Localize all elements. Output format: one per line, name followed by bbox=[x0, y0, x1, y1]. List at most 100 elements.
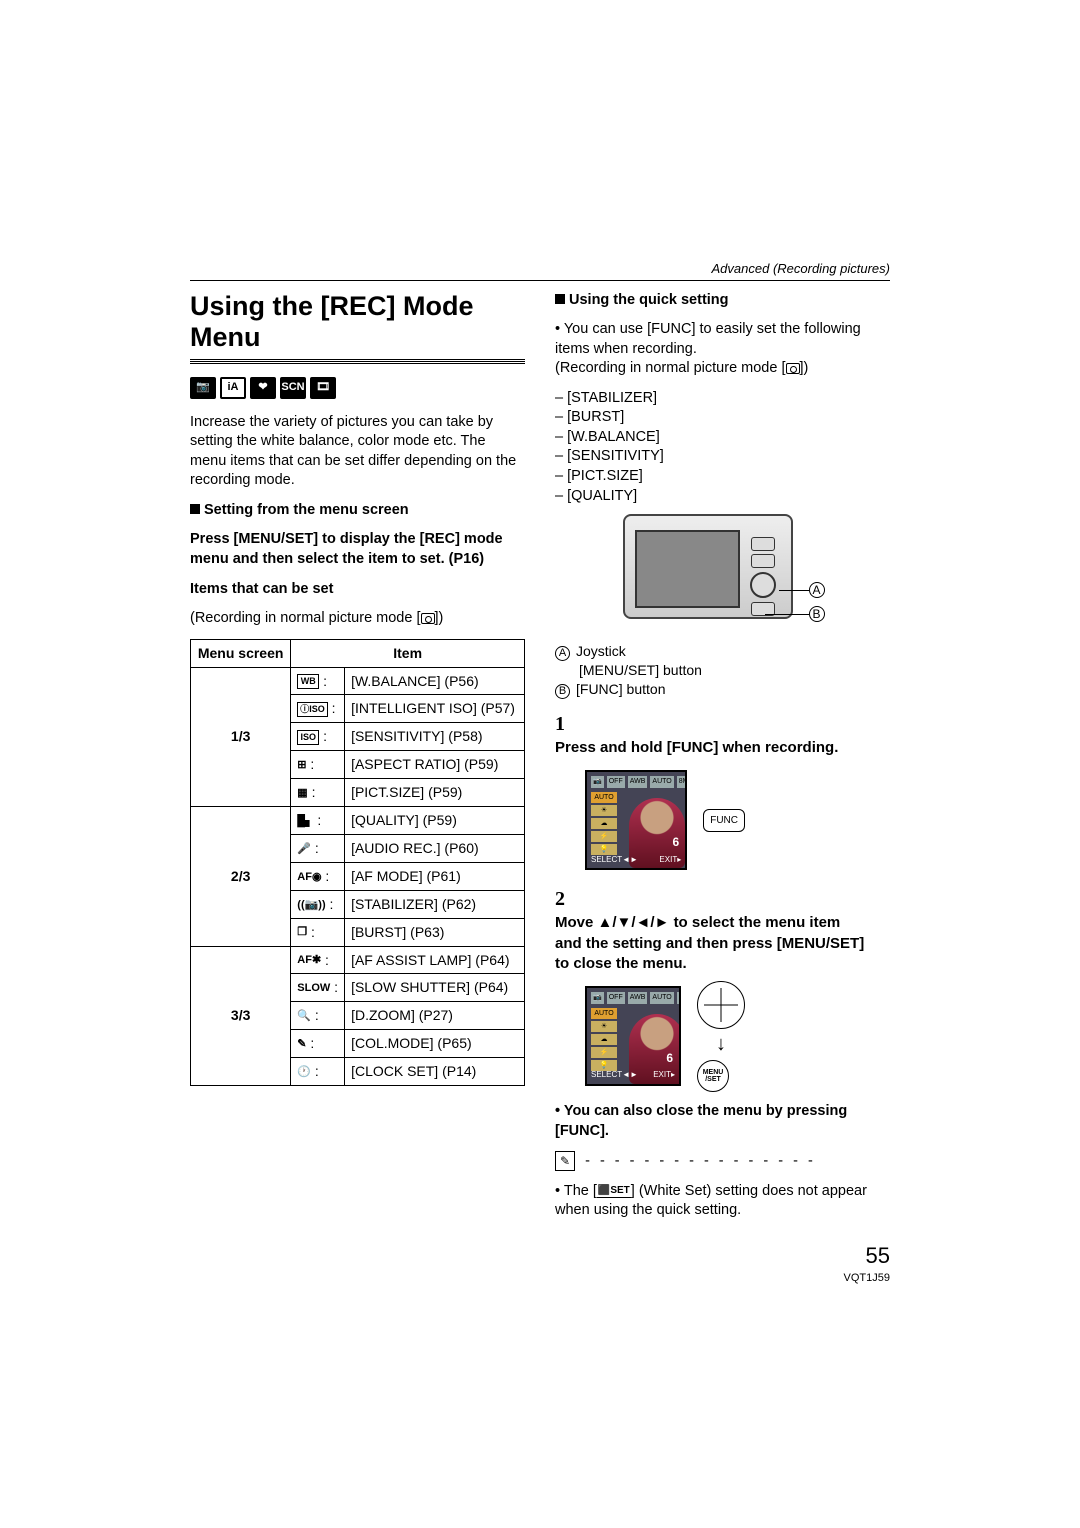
lcd-exit: EXIT▸ bbox=[659, 855, 681, 866]
table-row: 3/3AF✱ :[AF ASSIST LAMP] (P64) bbox=[191, 946, 525, 974]
lcd-top-badge: AUTO bbox=[650, 776, 673, 788]
lcd-count: 6 bbox=[673, 834, 680, 850]
left-column: Using the [REC] Mode Menu 📷 iA ❤ SCN 🎞 I… bbox=[190, 291, 525, 1286]
camera-icon bbox=[421, 613, 435, 624]
tip-divider: ✎ - - - - - - - - - - - - - - - - bbox=[555, 1151, 890, 1172]
list-item: [PICT.SIZE] bbox=[555, 467, 890, 487]
item-icon-cell: ⊞ : bbox=[291, 751, 345, 779]
item-icon-cell: AF◉ : bbox=[291, 862, 345, 890]
item-label-cell: [SLOW SHUTTER] (P64) bbox=[345, 974, 525, 1002]
lcd-screen: 📷OFFAWBAUTO8M▦ AUTO☀☁⚡💡 6 SELECT◄►EXIT▸ bbox=[585, 986, 681, 1086]
setting-instruction: Press [MENU/SET] to display the [REC] mo… bbox=[190, 530, 525, 569]
callout-b: B bbox=[809, 606, 825, 622]
arrow-down-icon: ↓ bbox=[697, 1031, 745, 1058]
joystick-icon bbox=[697, 981, 745, 1029]
step-number: 1 bbox=[555, 711, 573, 738]
item-icon-cell: ISO : bbox=[291, 723, 345, 751]
menu-screen-cell: 2/3 bbox=[191, 807, 291, 946]
title-underline bbox=[190, 359, 525, 365]
menu-screen-cell: 1/3 bbox=[191, 667, 291, 806]
item-label-cell: [COL.MODE] (P65) bbox=[345, 1030, 525, 1058]
setting-subhead: Setting from the menu screen bbox=[190, 501, 525, 521]
item-label-cell: [PICT.SIZE] (P59) bbox=[345, 779, 525, 807]
item-icon-cell: AF✱ : bbox=[291, 946, 345, 974]
quick-subhead: Using the quick setting bbox=[555, 291, 890, 311]
dashed-line: - - - - - - - - - - - - - - - - bbox=[585, 1152, 816, 1172]
lcd-top-badge: 📷 bbox=[591, 992, 604, 1004]
camera-buttons bbox=[743, 534, 783, 608]
tip-text: • The [⬛SET] (White Set) setting does no… bbox=[555, 1182, 890, 1221]
lcd-figure-2: 📷OFFAWBAUTO8M▦ AUTO☀☁⚡💡 6 SELECT◄►EXIT▸ … bbox=[585, 984, 745, 1088]
item-label-cell: [CLOCK SET] (P14) bbox=[345, 1058, 525, 1086]
menu-set-icon: MENU /SET bbox=[697, 1060, 729, 1092]
camera-icon bbox=[786, 363, 800, 374]
list-item: [BURST] bbox=[555, 408, 890, 428]
lcd-top-badge: 8M bbox=[677, 776, 687, 788]
lcd-figure-1: 📷OFFAWBAUTO8M▦ AUTO☀☁⚡💡 6 SELECT◄►EXIT▸ … bbox=[585, 768, 745, 872]
mode-icons-row: 📷 iA ❤ SCN 🎞 bbox=[190, 377, 525, 399]
item-label-cell: [QUALITY] (P59) bbox=[345, 807, 525, 835]
item-icon-cell: 🕐 : bbox=[291, 1058, 345, 1086]
item-icon-cell: ((📷)) : bbox=[291, 890, 345, 918]
section-header: Advanced (Recording pictures) bbox=[190, 260, 890, 281]
item-icon-cell: ⓘISO : bbox=[291, 695, 345, 723]
quick-intro: • You can use [FUNC] to easily set the f… bbox=[555, 320, 890, 379]
lcd-count: 6 bbox=[666, 1050, 673, 1066]
lcd-top-badge: 📷 bbox=[591, 776, 604, 788]
lcd-top-badge: 8M bbox=[677, 992, 681, 1004]
step-text: Press and hold [FUNC] when recording. bbox=[555, 738, 868, 758]
page-footer: 55 VQT1J59 bbox=[555, 1241, 890, 1286]
step-1: 1 Press and hold [FUNC] when recording. bbox=[555, 711, 890, 758]
item-icon-cell: 🎤 : bbox=[291, 834, 345, 862]
table-header: Menu screen bbox=[191, 639, 291, 667]
camera-body bbox=[623, 514, 793, 619]
menu-screen-cell: 3/3 bbox=[191, 946, 291, 1085]
item-label-cell: [D.ZOOM] (P27) bbox=[345, 1002, 525, 1030]
lcd-select: SELECT◄► bbox=[591, 1070, 638, 1081]
item-icon-cell: ❐ : bbox=[291, 918, 345, 946]
camera-figure: A B bbox=[623, 514, 823, 634]
quick-items-list: [STABILIZER][BURST][W.BALANCE][SENSITIVI… bbox=[555, 389, 890, 506]
lcd-screen: 📷OFFAWBAUTO8M▦ AUTO☀☁⚡💡 6 SELECT◄►EXIT▸ bbox=[585, 770, 687, 870]
func-button-icon: FUNC bbox=[703, 809, 745, 833]
lcd-top-badge: OFF bbox=[607, 992, 625, 1004]
step-number: 2 bbox=[555, 886, 573, 913]
item-label-cell: [AF ASSIST LAMP] (P64) bbox=[345, 946, 525, 974]
item-label-cell: [INTELLIGENT ISO] (P57) bbox=[345, 695, 525, 723]
item-icon-cell: ▦ : bbox=[291, 779, 345, 807]
lcd-side-item: ☁ bbox=[591, 818, 617, 829]
joystick-icon bbox=[750, 572, 776, 598]
menu-items-table: Menu screen Item 1/3WB :[W.BALANCE] (P56… bbox=[190, 639, 525, 1086]
legend-text: Joystick bbox=[576, 643, 626, 659]
legend-text: [MENU/SET] button bbox=[555, 661, 890, 680]
lcd-side-item: ☀ bbox=[591, 1021, 617, 1032]
items-note: (Recording in normal picture mode []) bbox=[190, 609, 525, 629]
document-code: VQT1J59 bbox=[555, 1271, 890, 1286]
tip-icon: ✎ bbox=[555, 1151, 575, 1171]
page-number: 55 bbox=[555, 1241, 890, 1271]
mode-icon: iA bbox=[220, 377, 246, 399]
lcd-top-badge: AUTO bbox=[650, 992, 673, 1004]
item-label-cell: [AUDIO REC.] (P60) bbox=[345, 834, 525, 862]
lcd-exit: EXIT▸ bbox=[653, 1070, 675, 1081]
white-set-icon: ⬛SET bbox=[597, 1184, 631, 1199]
list-item: [SENSITIVITY] bbox=[555, 447, 890, 467]
item-icon-cell: WB : bbox=[291, 667, 345, 695]
legend-marker: A bbox=[555, 646, 570, 661]
item-label-cell: [SENSITIVITY] (P58) bbox=[345, 723, 525, 751]
mode-icon: ❤ bbox=[250, 377, 276, 399]
item-icon-cell: █▖ : bbox=[291, 807, 345, 835]
table-header: Item bbox=[291, 639, 525, 667]
item-icon-cell: 🔍 : bbox=[291, 1002, 345, 1030]
list-item: [W.BALANCE] bbox=[555, 428, 890, 448]
mode-icon: 🎞 bbox=[310, 377, 336, 399]
legend-text: [FUNC] button bbox=[576, 681, 665, 697]
table-row: 1/3WB :[W.BALANCE] (P56) bbox=[191, 667, 525, 695]
callout-line bbox=[779, 590, 809, 591]
item-label-cell: [ASPECT RATIO] (P59) bbox=[345, 751, 525, 779]
items-heading: Items that can be set bbox=[190, 580, 525, 600]
lcd-side-item: ⚡ bbox=[591, 1047, 617, 1058]
page-columns: Using the [REC] Mode Menu 📷 iA ❤ SCN 🎞 I… bbox=[190, 291, 890, 1286]
table-row: 2/3█▖ :[QUALITY] (P59) bbox=[191, 807, 525, 835]
item-icon-cell: SLOW : bbox=[291, 974, 345, 1002]
